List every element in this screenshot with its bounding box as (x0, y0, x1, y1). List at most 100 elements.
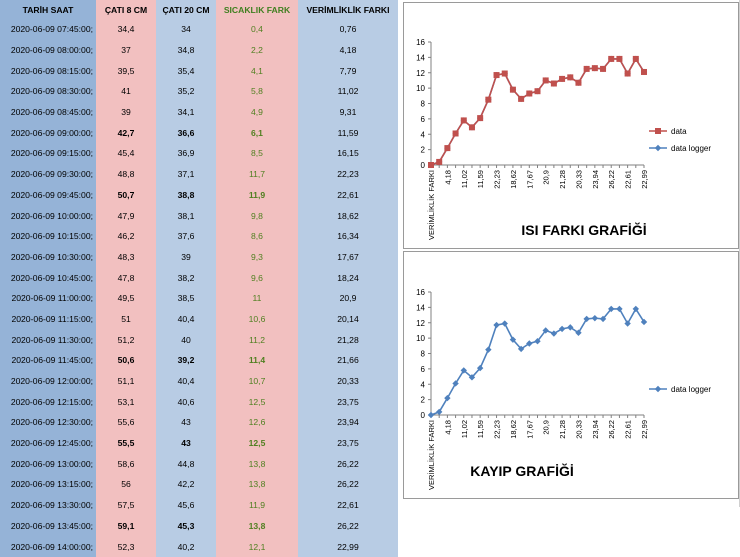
cell-time[interactable]: 2020-06-09 10:30:00; (0, 246, 96, 268)
header-tarih-saat[interactable]: TARİH SAAT (0, 0, 96, 19)
cell-verimlilik-farki[interactable]: 23,75 (298, 432, 398, 454)
cell-cati-20cm[interactable]: 34,1 (156, 101, 216, 123)
cell-cati-20cm[interactable]: 38,2 (156, 267, 216, 288)
cell-cati-8cm[interactable]: 48,8 (96, 163, 156, 185)
cell-cati-8cm[interactable]: 41 (96, 81, 156, 102)
cell-cati-8cm[interactable]: 34,4 (96, 19, 156, 40)
cell-cati-20cm[interactable]: 37,1 (156, 163, 216, 185)
cell-cati-20cm[interactable]: 45,6 (156, 494, 216, 516)
cell-cati-20cm[interactable]: 36,9 (156, 143, 216, 164)
cell-cati-8cm[interactable]: 42,7 (96, 122, 156, 144)
cell-verimlilik-farki[interactable]: 4,18 (298, 39, 398, 61)
cell-cati-8cm[interactable]: 57,5 (96, 494, 156, 516)
cell-cati-8cm[interactable]: 51,2 (96, 329, 156, 350)
cell-cati-8cm[interactable]: 59,1 (96, 515, 156, 537)
header-cati-20cm[interactable]: ÇATI 20 CM (156, 0, 216, 19)
cell-cati-20cm[interactable]: 35,4 (156, 60, 216, 82)
cell-verimlilik-farki[interactable]: 26,22 (298, 515, 398, 537)
cell-sicaklik-fark[interactable]: 11,7 (216, 163, 298, 185)
cell-time[interactable]: 2020-06-09 13:30:00; (0, 494, 96, 516)
cell-cati-20cm[interactable]: 39,2 (156, 350, 216, 371)
header-verimlilik-farki[interactable]: VERİMLİKLİK FARKI (298, 0, 398, 19)
cell-sicaklik-fark[interactable]: 11,2 (216, 329, 298, 350)
cell-verimlilik-farki[interactable]: 7,79 (298, 60, 398, 82)
cell-cati-20cm[interactable]: 34,8 (156, 39, 216, 61)
cell-cati-20cm[interactable]: 34 (156, 19, 216, 40)
cell-sicaklik-fark[interactable]: 13,8 (216, 474, 298, 495)
cell-time[interactable]: 2020-06-09 12:15:00; (0, 391, 96, 413)
cell-verimlilik-farki[interactable]: 21,28 (298, 329, 398, 350)
cell-time[interactable]: 2020-06-09 09:00:00; (0, 122, 96, 144)
cell-verimlilik-farki[interactable]: 22,99 (298, 536, 398, 557)
cell-cati-20cm[interactable]: 42,2 (156, 474, 216, 495)
header-sicaklik-fark[interactable]: SICAKLIK FARK (216, 0, 298, 19)
cell-time[interactable]: 2020-06-09 11:00:00; (0, 287, 96, 309)
cell-cati-20cm[interactable]: 38,8 (156, 184, 216, 206)
cell-cati-20cm[interactable]: 40,4 (156, 370, 216, 392)
cell-cati-8cm[interactable]: 52,3 (96, 536, 156, 557)
cell-verimlilik-farki[interactable]: 11,02 (298, 81, 398, 102)
cell-cati-8cm[interactable]: 46,2 (96, 225, 156, 247)
cell-time[interactable]: 2020-06-09 08:15:00; (0, 60, 96, 82)
cell-sicaklik-fark[interactable]: 8,5 (216, 143, 298, 164)
cell-cati-8cm[interactable]: 45,4 (96, 143, 156, 164)
cell-cati-8cm[interactable]: 50,7 (96, 184, 156, 206)
cell-cati-20cm[interactable]: 39 (156, 246, 216, 268)
cell-verimlilik-farki[interactable]: 21,66 (298, 350, 398, 371)
cell-cati-20cm[interactable]: 43 (156, 412, 216, 433)
cell-time[interactable]: 2020-06-09 10:45:00; (0, 267, 96, 288)
cell-time[interactable]: 2020-06-09 09:30:00; (0, 163, 96, 185)
cell-time[interactable]: 2020-06-09 12:45:00; (0, 432, 96, 454)
cell-verimlilik-farki[interactable]: 11,59 (298, 122, 398, 144)
cell-time[interactable]: 2020-06-09 13:15:00; (0, 474, 96, 495)
cell-time[interactable]: 2020-06-09 14:00:00; (0, 536, 96, 557)
cell-verimlilik-farki[interactable]: 0,76 (298, 19, 398, 40)
cell-cati-8cm[interactable]: 55,6 (96, 412, 156, 433)
cell-time[interactable]: 2020-06-09 12:30:00; (0, 412, 96, 433)
cell-cati-20cm[interactable]: 40,6 (156, 391, 216, 413)
cell-cati-20cm[interactable]: 40,2 (156, 536, 216, 557)
cell-time[interactable]: 2020-06-09 10:15:00; (0, 225, 96, 247)
cell-verimlilik-farki[interactable]: 22,61 (298, 494, 398, 516)
cell-cati-8cm[interactable]: 37 (96, 39, 156, 61)
cell-verimlilik-farki[interactable]: 18,62 (298, 205, 398, 226)
cell-verimlilik-farki[interactable]: 17,67 (298, 246, 398, 268)
cell-sicaklik-fark[interactable]: 11,9 (216, 494, 298, 516)
chart-kayip[interactable]: 0 2 4 6 8 10 12 14 16 VERİMLİKLİK FARKI 4,18 11,02 1… (403, 251, 739, 499)
cell-cati-8cm[interactable]: 39,5 (96, 60, 156, 82)
cell-verimlilik-farki[interactable]: 22,61 (298, 184, 398, 206)
cell-sicaklik-fark[interactable]: 13,8 (216, 453, 298, 475)
cell-cati-8cm[interactable]: 49,5 (96, 287, 156, 309)
cell-time[interactable]: 2020-06-09 08:45:00; (0, 101, 96, 123)
cell-verimlilik-farki[interactable]: 16,15 (298, 143, 398, 164)
cell-time[interactable]: 2020-06-09 09:45:00; (0, 184, 96, 206)
header-cati-8cm[interactable]: ÇATI 8 CM (96, 0, 156, 19)
cell-sicaklik-fark[interactable]: 12,5 (216, 391, 298, 413)
cell-time[interactable]: 2020-06-09 12:00:00; (0, 370, 96, 392)
cell-cati-20cm[interactable]: 44,8 (156, 453, 216, 475)
cell-time[interactable]: 2020-06-09 08:00:00; (0, 39, 96, 61)
cell-time[interactable]: 2020-06-09 08:30:00; (0, 81, 96, 102)
cell-verimlilik-farki[interactable]: 16,34 (298, 225, 398, 247)
cell-sicaklik-fark[interactable]: 12,6 (216, 412, 298, 433)
cell-verimlilik-farki[interactable]: 23,75 (298, 391, 398, 413)
cell-cati-8cm[interactable]: 53,1 (96, 391, 156, 413)
cell-cati-20cm[interactable]: 36,6 (156, 122, 216, 144)
cell-cati-20cm[interactable]: 45,3 (156, 515, 216, 537)
cell-cati-8cm[interactable]: 50,6 (96, 350, 156, 371)
cell-cati-8cm[interactable]: 58,6 (96, 453, 156, 475)
cell-sicaklik-fark[interactable]: 13,8 (216, 515, 298, 537)
cell-verimlilik-farki[interactable]: 9,31 (298, 101, 398, 123)
cell-cati-8cm[interactable]: 55,5 (96, 432, 156, 454)
cell-time[interactable]: 2020-06-09 07:45:00; (0, 19, 96, 40)
cell-cati-8cm[interactable]: 51 (96, 308, 156, 330)
cell-sicaklik-fark[interactable]: 10,6 (216, 308, 298, 330)
cell-verimlilik-farki[interactable]: 20,33 (298, 370, 398, 392)
cell-cati-20cm[interactable]: 40 (156, 329, 216, 350)
cell-cati-20cm[interactable]: 38,5 (156, 287, 216, 309)
cell-cati-8cm[interactable]: 56 (96, 474, 156, 495)
cell-verimlilik-farki[interactable]: 26,22 (298, 474, 398, 495)
cell-cati-20cm[interactable]: 35,2 (156, 81, 216, 102)
cell-cati-8cm[interactable]: 47,9 (96, 205, 156, 226)
cell-sicaklik-fark[interactable]: 9,6 (216, 267, 298, 288)
